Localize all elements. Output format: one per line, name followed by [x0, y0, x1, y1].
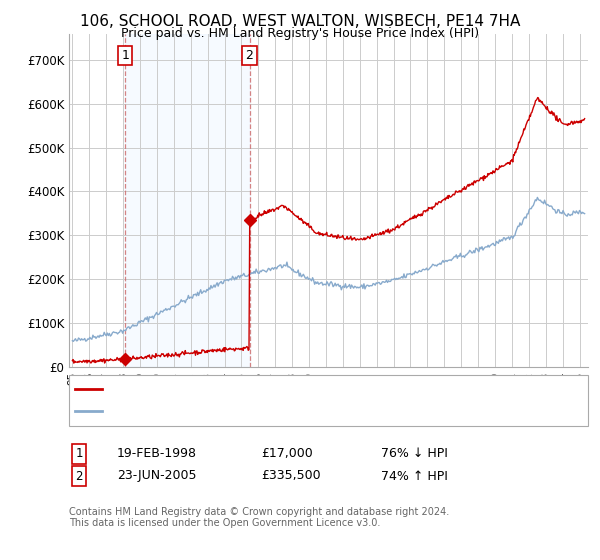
- Text: 74% ↑ HPI: 74% ↑ HPI: [381, 469, 448, 483]
- Text: 1: 1: [76, 447, 83, 460]
- Text: £335,500: £335,500: [261, 469, 320, 483]
- Text: 19-FEB-1998: 19-FEB-1998: [117, 447, 197, 460]
- Text: £17,000: £17,000: [261, 447, 313, 460]
- Text: 76% ↓ HPI: 76% ↓ HPI: [381, 447, 448, 460]
- Text: 1: 1: [121, 49, 129, 62]
- Text: Contains HM Land Registry data © Crown copyright and database right 2024.
This d: Contains HM Land Registry data © Crown c…: [69, 507, 449, 529]
- Text: 106, SCHOOL ROAD, WEST WALTON, WISBECH, PE14 7HA: 106, SCHOOL ROAD, WEST WALTON, WISBECH, …: [80, 14, 520, 29]
- Text: 2: 2: [245, 49, 253, 62]
- Text: 23-JUN-2005: 23-JUN-2005: [117, 469, 197, 483]
- Bar: [125, 34, 250, 367]
- Text: Price paid vs. HM Land Registry's House Price Index (HPI): Price paid vs. HM Land Registry's House …: [121, 27, 479, 40]
- Text: 2: 2: [76, 469, 83, 483]
- Text: HPI: Average price, detached house, King's Lynn and West Norfolk: HPI: Average price, detached house, King…: [108, 407, 452, 417]
- Text: 106, SCHOOL ROAD, WEST WALTON, WISBECH, PE14 7HA (detached house): 106, SCHOOL ROAD, WEST WALTON, WISBECH, …: [108, 384, 502, 394]
